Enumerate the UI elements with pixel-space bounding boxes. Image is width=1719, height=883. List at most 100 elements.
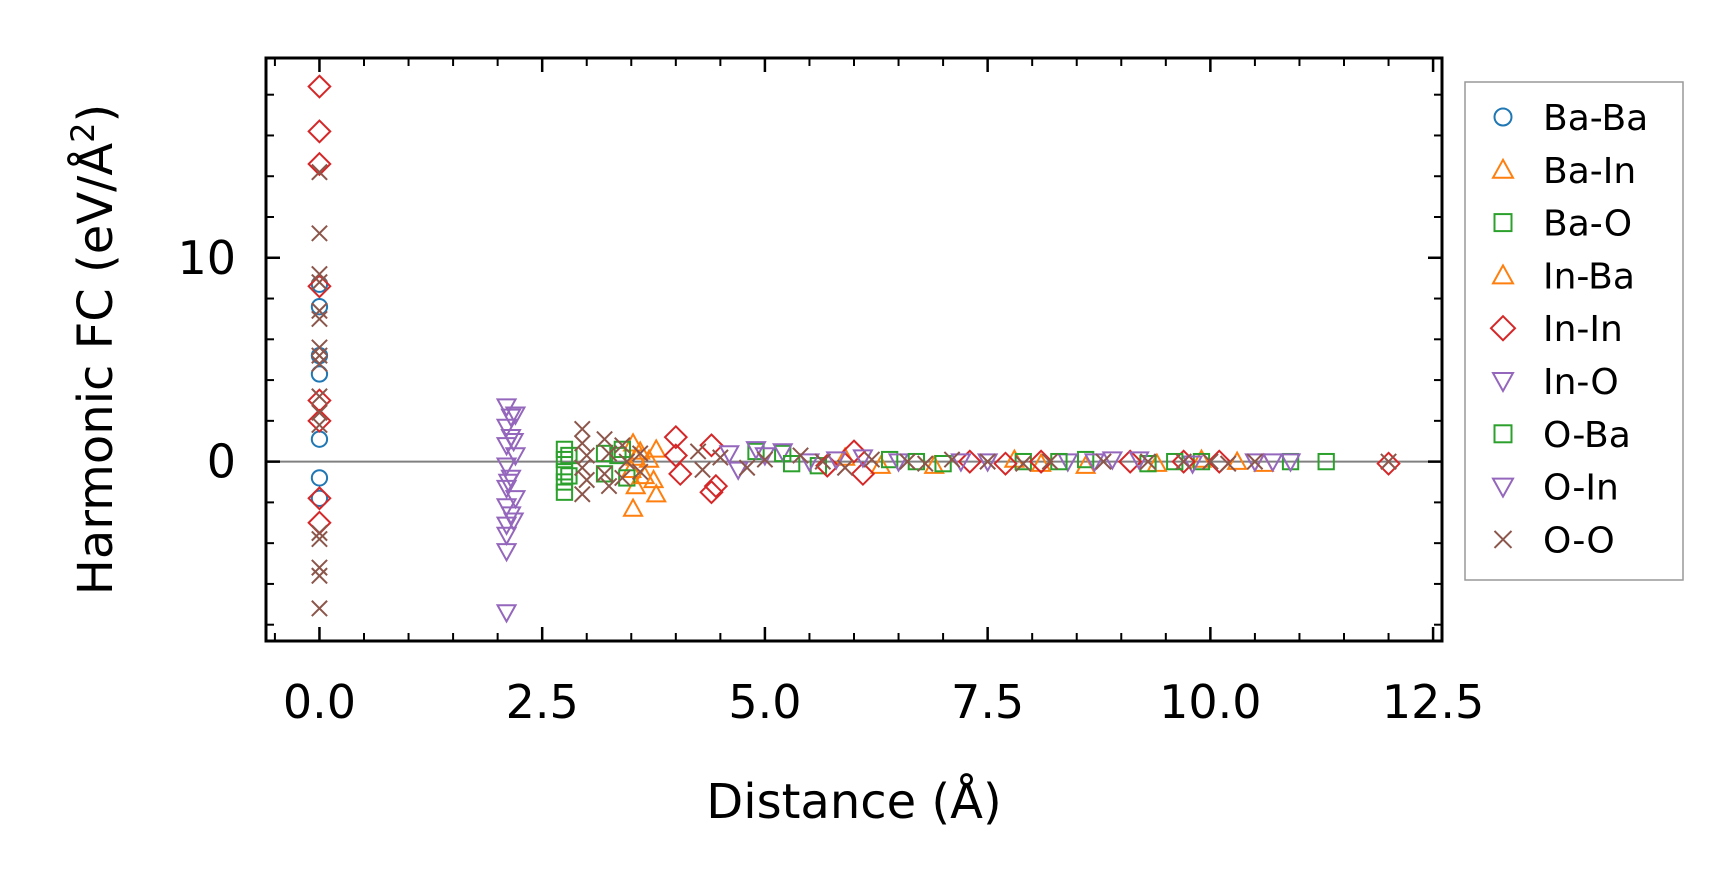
data-point xyxy=(782,455,801,473)
data-point xyxy=(555,483,574,501)
data-point xyxy=(916,455,934,473)
data-point xyxy=(1041,453,1059,470)
data-point xyxy=(311,530,328,548)
data-point xyxy=(689,443,707,460)
data-point xyxy=(694,461,711,479)
data-point xyxy=(310,365,329,383)
data-point xyxy=(1226,450,1248,470)
legend-marker xyxy=(1491,263,1515,285)
data-point xyxy=(957,449,983,474)
data-point xyxy=(311,302,328,320)
legend-label: Ba-Ba xyxy=(1543,98,1648,139)
data-point xyxy=(1262,453,1284,473)
data-point xyxy=(950,453,972,473)
data-point xyxy=(620,458,642,478)
data-point xyxy=(642,468,665,489)
y-axis-label: Harmonic FC (eV/Å2) xyxy=(64,104,124,596)
x-tick-label: 0.0 xyxy=(283,675,356,729)
data-point xyxy=(1219,455,1237,473)
data-point xyxy=(495,479,518,500)
data-point xyxy=(311,524,328,542)
legend-label: O-In xyxy=(1543,468,1619,509)
legend-marker xyxy=(1489,314,1517,342)
legend-marker xyxy=(1493,424,1513,444)
legend-entry: In-O xyxy=(1491,362,1619,403)
data-point xyxy=(560,446,578,465)
data-point xyxy=(311,559,328,576)
x-tick-label: 12.5 xyxy=(1382,675,1484,729)
data-point xyxy=(712,449,729,466)
data-point xyxy=(614,469,631,487)
data-point xyxy=(814,453,832,470)
data-point xyxy=(573,485,591,503)
data-point xyxy=(934,455,952,473)
legend-label: In-O xyxy=(1543,362,1619,403)
data-point xyxy=(1181,455,1204,475)
data-point xyxy=(699,433,724,458)
data-point xyxy=(645,483,667,503)
legend-entry: Ba-Ba xyxy=(1493,98,1648,139)
data-point xyxy=(1028,449,1054,474)
data-point xyxy=(614,436,631,454)
data-point xyxy=(596,465,613,483)
data-point xyxy=(618,453,636,470)
data-point xyxy=(1146,452,1168,472)
legend-marker xyxy=(1491,157,1515,179)
data-point xyxy=(578,447,596,464)
y-tick-label: 0 xyxy=(207,435,236,489)
data-point xyxy=(633,464,656,485)
data-point xyxy=(1095,453,1112,470)
data-point xyxy=(600,445,618,462)
data-point xyxy=(943,451,961,468)
data-point xyxy=(631,463,649,481)
series-o-o xyxy=(311,163,1397,617)
data-point xyxy=(1171,449,1196,474)
legend-entry: Ba-O xyxy=(1493,204,1632,245)
data-point xyxy=(841,439,867,464)
data-point xyxy=(1175,453,1192,470)
x-axis-label: Distance (Å) xyxy=(706,773,1001,830)
data-point xyxy=(600,477,618,495)
data-point xyxy=(976,453,999,473)
legend-entry: O-Ba xyxy=(1493,415,1631,456)
data-point xyxy=(745,441,767,461)
legend-label: O-Ba xyxy=(1543,415,1631,456)
legend-label: In-In xyxy=(1543,309,1623,350)
data-point xyxy=(1317,452,1335,471)
data-point xyxy=(504,406,527,426)
data-point xyxy=(307,151,332,177)
data-point xyxy=(1380,453,1397,470)
data-point xyxy=(663,424,689,450)
data-point xyxy=(629,440,651,460)
data-point xyxy=(497,473,520,494)
y-tick-label: 10 xyxy=(177,231,236,285)
data-point xyxy=(1076,450,1095,469)
legend-entry: O-In xyxy=(1491,468,1619,509)
data-point xyxy=(595,444,614,463)
data-point xyxy=(631,445,649,462)
data-point xyxy=(1190,448,1213,468)
data-point xyxy=(502,433,525,453)
legend-label: Ba-O xyxy=(1543,204,1632,245)
data-point xyxy=(307,486,332,511)
data-point xyxy=(1074,454,1097,474)
legend-entry: Ba-In xyxy=(1491,151,1636,192)
data-point xyxy=(311,404,328,422)
data-point xyxy=(923,454,945,474)
data-point xyxy=(573,420,591,438)
data-point xyxy=(311,163,328,181)
data-point xyxy=(727,461,749,481)
legend-entry: O-O xyxy=(1493,520,1615,561)
legend-marker xyxy=(1493,213,1513,233)
series-o-in xyxy=(497,406,1284,532)
data-point xyxy=(887,453,910,473)
data-point xyxy=(836,459,854,477)
data-point xyxy=(1246,453,1264,470)
data-point xyxy=(310,489,329,507)
data-point xyxy=(1376,451,1401,476)
legend-label: Ba-In xyxy=(1543,151,1636,192)
data-point xyxy=(310,298,329,316)
data-point xyxy=(880,450,899,469)
data-point xyxy=(495,604,518,624)
